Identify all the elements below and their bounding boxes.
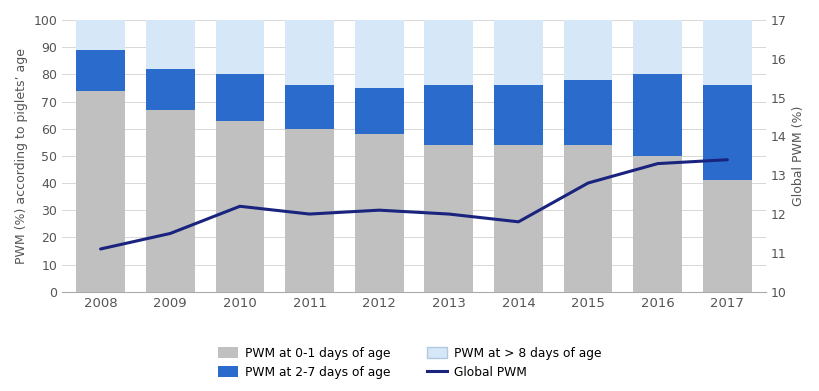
Bar bbox=[76, 20, 124, 50]
Bar bbox=[563, 145, 612, 292]
Bar bbox=[355, 88, 403, 134]
Bar bbox=[424, 145, 473, 292]
Y-axis label: Global PWM (%): Global PWM (%) bbox=[791, 106, 804, 206]
Bar bbox=[355, 134, 403, 292]
Y-axis label: PWM (%) according to piglets’ age: PWM (%) according to piglets’ age bbox=[15, 48, 28, 264]
Bar bbox=[355, 20, 403, 88]
Bar bbox=[285, 85, 333, 129]
Bar bbox=[215, 20, 264, 74]
Bar bbox=[632, 20, 681, 74]
Bar bbox=[424, 85, 473, 145]
Bar bbox=[563, 20, 612, 80]
Bar bbox=[146, 69, 194, 109]
Bar bbox=[424, 20, 473, 85]
Bar bbox=[494, 85, 542, 145]
Bar bbox=[76, 50, 124, 91]
Bar bbox=[702, 180, 751, 292]
Bar bbox=[146, 20, 194, 69]
Bar bbox=[632, 74, 681, 156]
Legend: PWM at 0-1 days of age, PWM at 2-7 days of age, PWM at > 8 days of age, Global P: PWM at 0-1 days of age, PWM at 2-7 days … bbox=[212, 341, 607, 385]
Bar bbox=[702, 20, 751, 85]
Bar bbox=[494, 20, 542, 85]
Bar bbox=[702, 85, 751, 180]
Bar bbox=[215, 74, 264, 120]
Bar bbox=[285, 129, 333, 292]
Bar bbox=[146, 109, 194, 292]
Bar bbox=[76, 91, 124, 292]
Bar bbox=[285, 20, 333, 85]
Bar bbox=[563, 80, 612, 145]
Bar bbox=[494, 145, 542, 292]
Bar bbox=[632, 156, 681, 292]
Bar bbox=[215, 120, 264, 292]
